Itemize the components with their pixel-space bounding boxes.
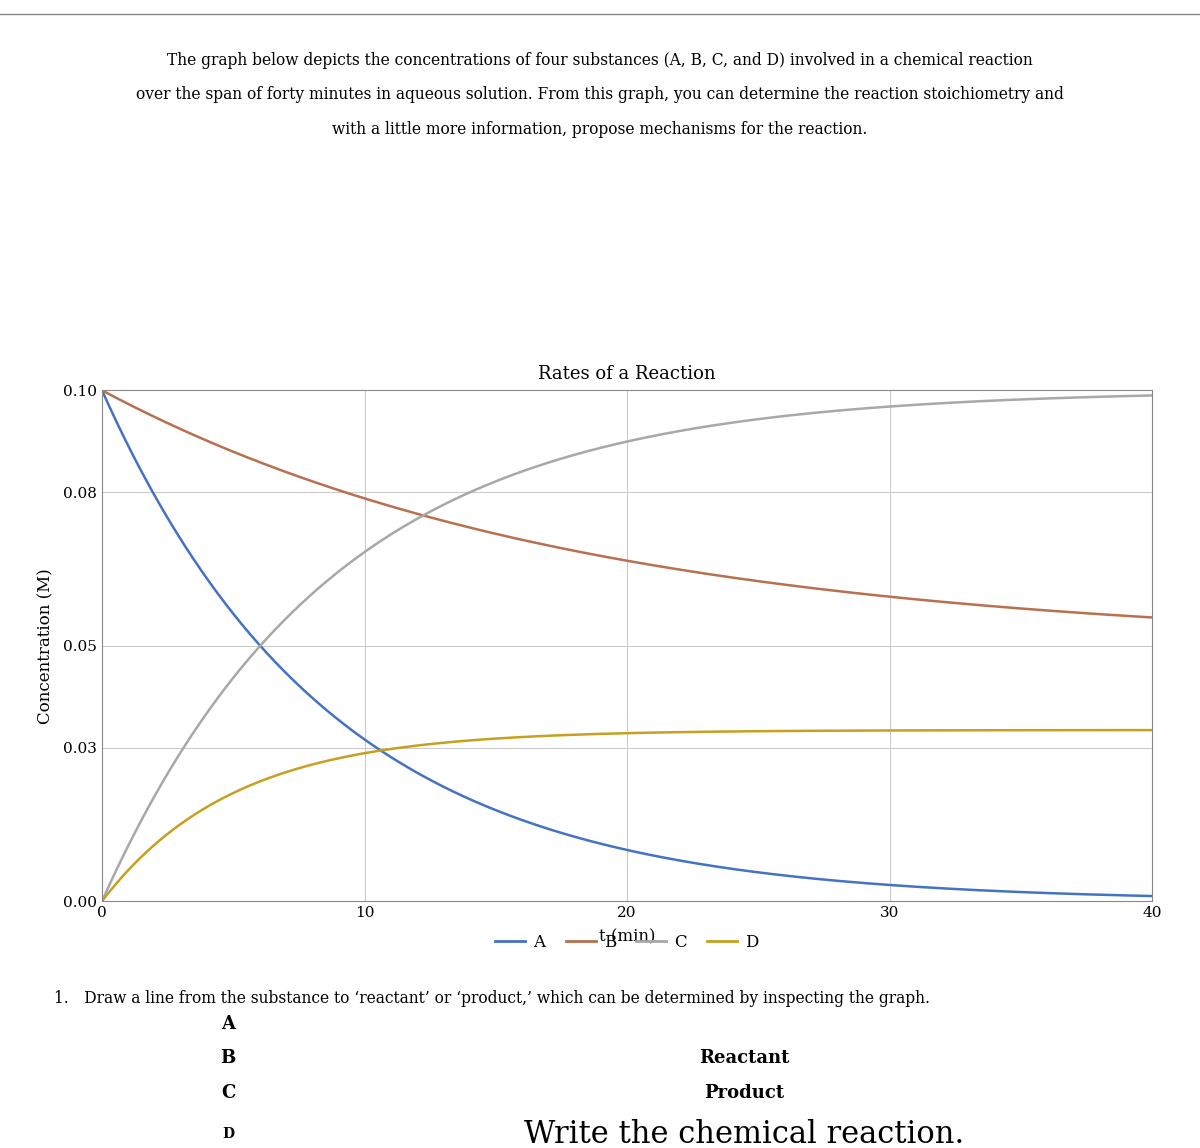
Text: Reactant: Reactant [698,1049,790,1068]
Text: B: B [221,1049,235,1068]
Legend: A, B, C, D: A, B, C, D [488,928,766,957]
Text: A: A [221,1015,235,1033]
Y-axis label: Concentration (M): Concentration (M) [38,568,55,723]
Title: Rates of a Reaction: Rates of a Reaction [538,365,716,383]
Text: Write the chemical reaction.: Write the chemical reaction. [524,1118,964,1148]
Text: C: C [221,1084,235,1102]
X-axis label: t (min): t (min) [599,929,655,945]
Text: The graph below depicts the concentrations of four substances (A, B, C, and D) i: The graph below depicts the concentratio… [167,52,1033,69]
Text: Product: Product [704,1084,784,1102]
Text: over the span of forty minutes in aqueous solution. From this graph, you can det: over the span of forty minutes in aqueou… [136,86,1064,103]
Text: with a little more information, propose mechanisms for the reaction.: with a little more information, propose … [332,121,868,138]
Text: 1.  Draw a line from the substance to ‘reactant’ or ‘product,’ which can be dete: 1. Draw a line from the substance to ‘re… [54,990,930,1007]
Text: D: D [222,1127,234,1141]
